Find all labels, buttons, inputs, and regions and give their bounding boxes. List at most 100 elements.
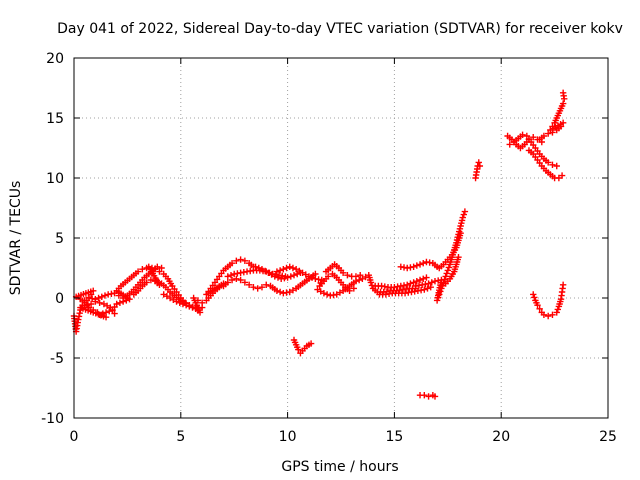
data-point: [111, 310, 118, 317]
data-point: [549, 123, 556, 130]
data-point: [145, 263, 152, 270]
data-point: [290, 272, 298, 279]
data-point: [425, 393, 432, 400]
data-point: [555, 174, 563, 182]
x-tick-label: 5: [176, 429, 185, 445]
data-point-fill: [317, 288, 324, 295]
data-point-fill: [420, 275, 427, 282]
data-point: [530, 291, 537, 298]
data-point: [100, 300, 108, 308]
data-point-fill: [407, 280, 414, 287]
data-point: [476, 162, 484, 170]
data-point: [295, 346, 302, 353]
data-point: [237, 276, 244, 284]
data-point: [299, 269, 306, 276]
data-point: [151, 276, 159, 284]
data-point: [254, 285, 261, 292]
data-point: [549, 161, 556, 168]
data-point: [158, 264, 165, 272]
data-point: [96, 299, 103, 306]
data-point-fill: [441, 276, 448, 283]
data-points: [70, 89, 568, 400]
data-point: [77, 304, 84, 311]
data-point-fill: [163, 293, 171, 300]
data-point: [544, 130, 552, 137]
data-point: [81, 297, 88, 304]
data-point: [558, 172, 566, 179]
data-point: [85, 304, 93, 311]
data-point: [457, 230, 464, 237]
data-point: [534, 302, 541, 309]
data-point: [431, 393, 439, 400]
data-point: [436, 291, 443, 298]
data-point: [506, 141, 513, 148]
data-point: [433, 297, 441, 304]
data-point-fill: [420, 260, 427, 267]
data-point: [98, 293, 105, 300]
data-point: [367, 279, 375, 286]
data-point-fill: [255, 264, 262, 272]
data-point-fill: [261, 267, 269, 275]
x-tick-label: 15: [385, 429, 403, 445]
axis-ticks: 0 5 10 15 20 25 -10 -5 0 5 10 15 20: [41, 51, 617, 445]
y-tick-label: 10: [46, 171, 64, 187]
data-point: [416, 261, 424, 268]
data-point: [421, 392, 428, 399]
data-point: [333, 291, 340, 298]
data-point-fill: [413, 278, 421, 285]
data-point: [134, 268, 142, 275]
data-point: [224, 279, 231, 286]
data-point: [519, 131, 526, 138]
data-point-fill: [75, 313, 83, 320]
y-tick-label: -10: [41, 411, 64, 427]
y-tick-label: 5: [55, 231, 64, 247]
data-point: [421, 286, 428, 293]
data-point-fill: [323, 291, 331, 298]
data-point: [357, 272, 364, 279]
data-point: [459, 214, 466, 221]
data-point: [119, 298, 127, 305]
grid-lines: [74, 58, 608, 418]
data-point-fill: [99, 310, 107, 317]
data-point: [536, 305, 543, 312]
data-point: [423, 274, 430, 281]
data-point-fill: [76, 310, 83, 317]
data-point-fill: [296, 267, 303, 275]
data-point-fill: [302, 271, 309, 278]
data-point-fill: [460, 211, 468, 218]
y-tick-label: 20: [46, 51, 64, 67]
data-point: [280, 266, 287, 273]
data-point: [263, 281, 270, 288]
data-point-fill: [355, 276, 363, 284]
data-point: [404, 281, 411, 288]
data-point-fill: [428, 279, 435, 286]
data-point-fill: [554, 306, 562, 313]
data-point: [273, 268, 281, 275]
data-point-fill: [182, 302, 190, 309]
data-point-fill: [308, 274, 316, 281]
data-point: [179, 300, 187, 308]
data-point: [359, 275, 366, 282]
data-point: [143, 279, 150, 286]
data-point: [258, 284, 266, 291]
data-point: [286, 288, 293, 296]
data-point: [252, 263, 259, 270]
data-point-fill: [289, 287, 297, 294]
data-point-fill: [336, 289, 344, 296]
data-point: [194, 297, 202, 304]
data-point-fill: [101, 292, 109, 299]
data-point: [540, 311, 548, 318]
data-point: [425, 280, 432, 287]
data-point: [198, 299, 206, 306]
data-point-fill: [170, 296, 177, 303]
data-point: [186, 303, 193, 310]
data-point-fill: [445, 264, 453, 271]
y-axis-label: SDTVAR / TECUs: [8, 181, 24, 296]
data-point: [350, 285, 358, 292]
data-point-fill: [116, 299, 124, 306]
data-point: [228, 276, 236, 284]
data-point-fill: [189, 304, 196, 311]
data-point: [273, 287, 281, 294]
data-point: [559, 281, 567, 288]
